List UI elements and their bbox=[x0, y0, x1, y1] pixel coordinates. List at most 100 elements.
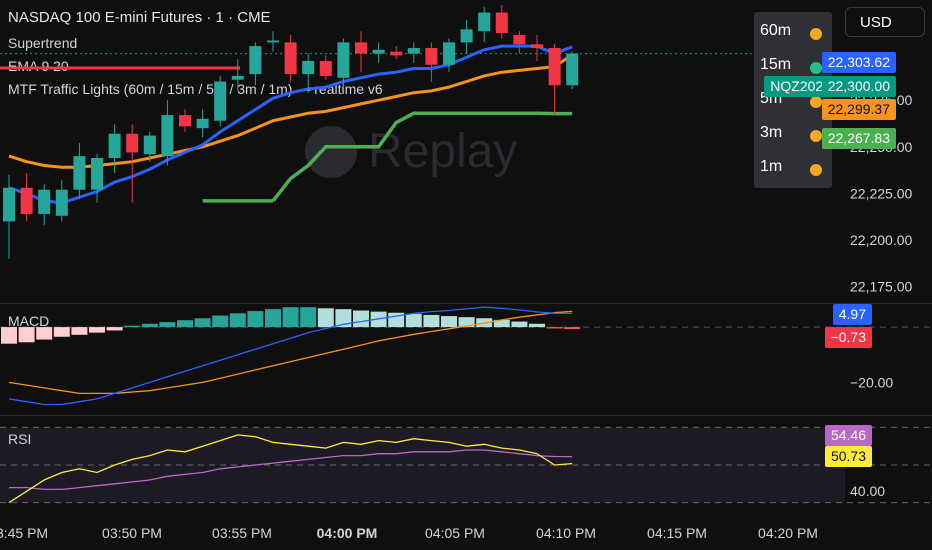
candle-body bbox=[214, 81, 227, 121]
traffic-light-row-3m: 3m bbox=[754, 120, 832, 148]
time-axis-label: 3:45 PM bbox=[0, 525, 48, 541]
macd-histogram-bar bbox=[546, 327, 563, 329]
macd-histogram-bar bbox=[106, 327, 123, 331]
macd-histogram-bar bbox=[300, 307, 317, 328]
candle-body bbox=[179, 115, 191, 127]
macd-histogram-bar bbox=[335, 309, 352, 328]
macd-histogram-bar bbox=[317, 308, 334, 328]
candle-body bbox=[249, 46, 262, 75]
macd-histogram-bar bbox=[89, 327, 105, 333]
rsi-line bbox=[8, 434, 573, 504]
price-axis-label: 22,175.00 bbox=[850, 279, 912, 295]
candle-body bbox=[425, 47, 438, 65]
macd-value-tag: 4.97 bbox=[832, 304, 872, 325]
macd-histogram-bar bbox=[441, 316, 457, 328]
replay-icon bbox=[305, 126, 357, 178]
candle-body bbox=[319, 61, 332, 76]
supertrend-price-tag: 22,267.83 bbox=[821, 128, 896, 149]
candle-body bbox=[372, 49, 385, 54]
macd-histogram-bar bbox=[265, 309, 281, 328]
rsi-axis-label: 40.00 bbox=[850, 483, 885, 499]
candle-body bbox=[407, 47, 420, 54]
macd-histogram-bar bbox=[1, 327, 17, 344]
candle-body bbox=[55, 189, 68, 216]
chart-title: NASDAQ 100 E-mini Futures · 1 · CME bbox=[8, 9, 271, 26]
traffic-light-dot bbox=[810, 28, 822, 40]
candle-body bbox=[126, 133, 139, 153]
macd-histogram-bar bbox=[53, 327, 70, 337]
indicator-supertrend[interactable]: Supertrend bbox=[8, 35, 78, 51]
macd-histogram-bar bbox=[493, 319, 510, 328]
macd-axis-label: −20.00 bbox=[850, 374, 893, 390]
macd-histogram-bar bbox=[18, 327, 35, 343]
candle-body bbox=[108, 133, 121, 158]
macd-histogram-bar bbox=[141, 323, 158, 328]
traffic-light-label: 3m bbox=[760, 124, 783, 141]
macd-line bbox=[8, 306, 573, 406]
macd-histogram-bar bbox=[458, 317, 475, 328]
traffic-light-label: 15m bbox=[760, 56, 792, 73]
candle-body bbox=[231, 75, 244, 80]
candle-body bbox=[196, 118, 209, 129]
time-axis-label: 03:50 PM bbox=[102, 525, 162, 541]
time-axis-label: 04:05 PM bbox=[425, 525, 485, 541]
traffic-light-dot bbox=[810, 96, 822, 108]
time-axis-label: 04:10 PM bbox=[536, 525, 596, 541]
indicator-ema[interactable]: EMA 9 20 bbox=[8, 58, 69, 74]
rsi-pane-label: RSI bbox=[8, 431, 32, 447]
macd-signal-line bbox=[8, 310, 573, 395]
candle-body bbox=[267, 40, 279, 43]
candle-body bbox=[443, 42, 455, 65]
macd-histogram-bar bbox=[529, 323, 545, 328]
rsi-pane-divider[interactable] bbox=[0, 415, 932, 416]
traffic-light-dot bbox=[810, 130, 822, 142]
macd-histogram-bar bbox=[511, 321, 528, 328]
time-axis-label: 04:00 PM bbox=[317, 525, 378, 541]
candle-body bbox=[161, 115, 174, 157]
macd-histogram-bar bbox=[405, 313, 422, 328]
macd-histogram-bar bbox=[229, 313, 246, 328]
macd-histogram-bar bbox=[247, 311, 264, 328]
traffic-lights-panel: 60m 15m 5m 3m 1m bbox=[754, 12, 832, 188]
candle-body bbox=[143, 135, 156, 155]
candle-body bbox=[495, 12, 508, 34]
candle-body bbox=[284, 42, 297, 75]
candle-body bbox=[20, 187, 33, 214]
rsi-value-tag: 50.73 bbox=[824, 446, 872, 467]
traffic-light-row-60m: 60m bbox=[754, 18, 832, 46]
macd-hist-tag: −0.73 bbox=[824, 327, 872, 348]
rsi-ma-line bbox=[9, 449, 573, 491]
traffic-light-dot bbox=[810, 62, 822, 74]
ema20-price-tag: 22,299.37 bbox=[821, 99, 896, 120]
candle-body bbox=[302, 61, 315, 75]
currency-button[interactable]: USD bbox=[845, 7, 925, 37]
candle-body bbox=[390, 51, 403, 56]
ema9-price-tag: 22,303.62 bbox=[821, 52, 896, 73]
rsi-ma-tag: 54.46 bbox=[824, 425, 872, 446]
macd-histogram-bar bbox=[212, 315, 229, 328]
candle-body bbox=[3, 187, 15, 222]
candle-body bbox=[91, 158, 103, 190]
time-axis-label: 04:15 PM bbox=[647, 525, 707, 541]
replay-watermark: Replay bbox=[368, 125, 518, 178]
price-axis-label: 22,200.00 bbox=[850, 232, 912, 248]
time-axis-label: 04:20 PM bbox=[758, 525, 818, 541]
candle-body bbox=[337, 42, 350, 78]
candle-body bbox=[548, 47, 561, 86]
macd-histogram-bar bbox=[177, 320, 193, 328]
last-price-tag: 22,300.00 bbox=[821, 76, 896, 97]
traffic-light-label: 60m bbox=[760, 22, 792, 39]
macd-histogram-bar bbox=[159, 322, 176, 328]
candle-body bbox=[513, 34, 526, 45]
macd-histogram-bar bbox=[71, 327, 88, 335]
candle-body bbox=[460, 29, 473, 43]
macd-histogram-bar bbox=[282, 307, 299, 328]
macd-pane-divider[interactable] bbox=[0, 303, 932, 304]
macd-histogram-bar bbox=[353, 310, 369, 328]
candle-body bbox=[478, 12, 491, 32]
symbol-tag: NQZ2025 bbox=[764, 76, 837, 97]
macd-histogram-bar bbox=[564, 327, 581, 330]
candle-body bbox=[355, 42, 367, 54]
candle-body bbox=[73, 156, 86, 190]
